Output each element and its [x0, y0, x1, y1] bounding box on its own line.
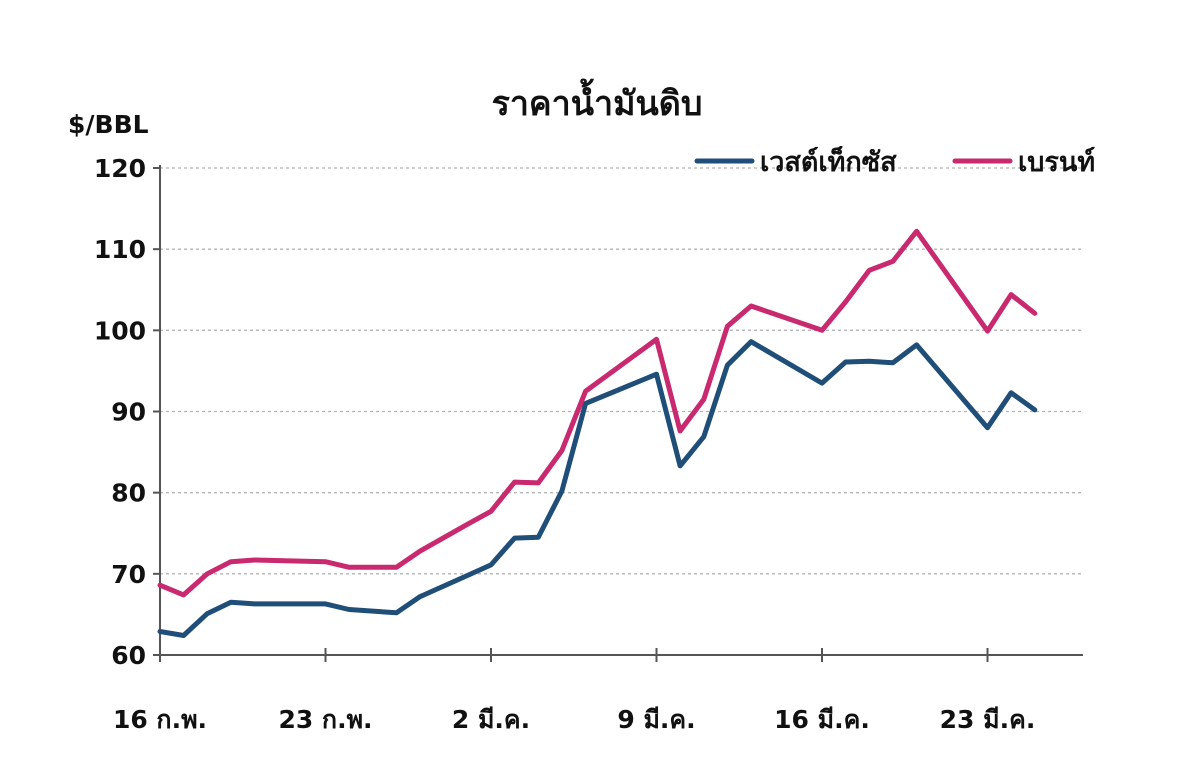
- chart-title: ราคาน้ำมันดิบ: [492, 78, 703, 124]
- series-lines: [157, 228, 1038, 638]
- series-line-1: [157, 228, 1038, 598]
- y-tick-label-110: 110: [94, 235, 146, 264]
- y-tick-label-70: 70: [111, 560, 146, 589]
- x-tick-label-3: 9 มี.ค.: [617, 705, 695, 734]
- y-axis-unit-label: $/BBL: [68, 110, 149, 139]
- y-tick-label-100: 100: [94, 316, 146, 345]
- y-tick-label-120: 120: [94, 154, 146, 183]
- x-tick-label-0: 16 ก.พ.: [113, 705, 207, 734]
- x-axis-ticks: 16 ก.พ. 23 ก.พ. 2 มี.ค. 9 มี.ค. 16 มี.ค. 23 ม…: [113, 648, 1035, 734]
- series-line-0: [157, 339, 1038, 638]
- x-tick-label-1: 23 ก.พ.: [278, 705, 372, 734]
- axes: [159, 165, 1083, 656]
- legend-label-0: เวสต์เท็กซัส: [760, 144, 897, 178]
- legend-label-1: เบรนท์: [1018, 146, 1095, 178]
- y-axis-ticks: 60 70 80 90 100 110 120: [94, 154, 160, 670]
- x-tick-label-2: 2 มี.ค.: [452, 705, 530, 734]
- y-tick-label-80: 80: [111, 479, 146, 508]
- y-tick-label-90: 90: [111, 398, 146, 427]
- x-tick-label-5: 23 มี.ค.: [940, 705, 1036, 734]
- y-tick-label-60: 60: [111, 641, 146, 670]
- x-tick-label-4: 16 มี.ค.: [774, 705, 870, 734]
- gridlines: [160, 167, 1083, 575]
- legend: เวสต์เท็กซัส เบรนท์: [694, 144, 1095, 178]
